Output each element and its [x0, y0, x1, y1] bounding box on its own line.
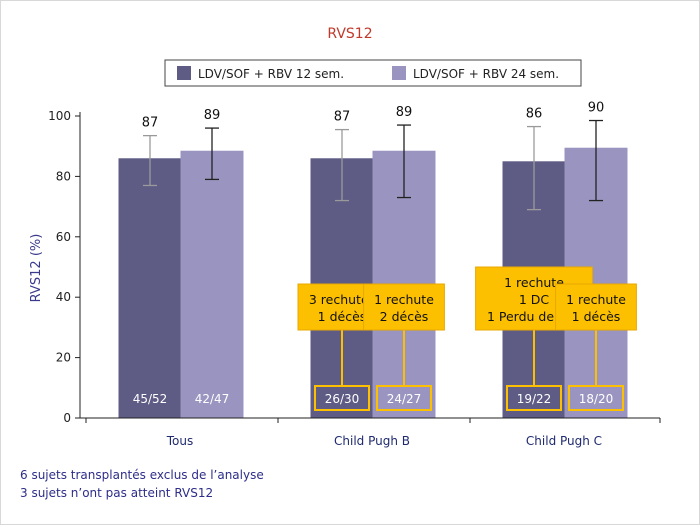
y-tick-label: 80 [56, 169, 71, 183]
callout-text: 3 rechutes [309, 292, 375, 307]
callout-text: 1 DC [519, 292, 550, 307]
callout-text: 1 rechute [374, 292, 434, 307]
count-box [506, 385, 562, 411]
legend-label-24-weeks: LDV/SOF + RBV 24 sem. [413, 67, 559, 81]
y-tick-label: 0 [63, 411, 71, 425]
bar-tous-s1 [180, 150, 244, 419]
legend-frame [164, 59, 582, 87]
y-tick-label: 40 [56, 290, 71, 304]
chart-title: RVS12 [327, 26, 372, 42]
y-tick-label: 100 [48, 109, 71, 123]
value-label-child-pugh-c-s0: 86 [526, 107, 543, 122]
callout-text: 1 décès [572, 309, 621, 324]
callout-box-1 [363, 283, 445, 331]
callout-text: 1 rechute [504, 275, 564, 290]
count-labels: 45/52 26/30 19/22 42/47 24/27 18/20 [133, 385, 624, 411]
x-tick-label-child-pugh-c: Child Pugh C [526, 434, 602, 448]
y-axis: 0 20 40 60 80 100 [48, 109, 81, 425]
legend-swatch-24-weeks [392, 66, 406, 80]
value-label-tous-s1: 89 [204, 108, 221, 123]
callout-text: 2 décès [380, 309, 429, 324]
count-label-child-pugh-b-s0: 26/30 [325, 392, 360, 406]
error-bars [143, 119, 603, 211]
count-box [568, 385, 624, 411]
callout-box-3 [555, 283, 637, 331]
value-labels: 87 87 86 89 89 90 [142, 101, 605, 131]
y-tick-label: 20 [56, 351, 71, 365]
footnote-transplanted: 6 sujets transplantés exclus de l’analys… [20, 468, 264, 482]
value-label-tous-s0: 87 [142, 116, 159, 131]
legend-label-12-weeks: LDV/SOF + RBV 12 sem. [198, 67, 344, 81]
callout-text: 1 rechute [566, 292, 626, 307]
y-axis-label: RVS12 (%) [29, 234, 44, 303]
count-label-tous-s1: 42/47 [195, 392, 230, 406]
value-label-child-pugh-b-s1: 89 [396, 105, 413, 120]
x-axis: Tous Child Pugh B Child Pugh C [80, 417, 661, 448]
callouts: 3 rechutes 1 décès 1 rechute 2 décès 1 rechu… [297, 266, 637, 386]
callout-text: 1 décès [318, 309, 367, 324]
legend: LDV/SOF + RBV 12 sem. LDV/SOF + RBV 24 s… [164, 59, 582, 87]
count-label-tous-s0: 45/52 [133, 392, 168, 406]
footnote-not-reached: 3 sujets n’ont pas atteint RVS12 [20, 486, 213, 500]
value-label-child-pugh-b-s0: 87 [334, 110, 351, 125]
count-box [314, 385, 370, 411]
count-label-child-pugh-b-s1: 24/27 [387, 392, 422, 406]
x-tick-label-child-pugh-b: Child Pugh B [334, 434, 410, 448]
legend-swatch-12-weeks [177, 66, 191, 80]
count-box [376, 385, 432, 411]
y-tick-label: 60 [56, 230, 71, 244]
count-label-child-pugh-c-s1: 18/20 [579, 392, 614, 406]
bar-tous-s0 [118, 158, 182, 418]
x-tick-label-tous: Tous [166, 434, 194, 448]
count-label-child-pugh-c-s0: 19/22 [517, 392, 552, 406]
value-label-child-pugh-c-s1: 90 [588, 101, 605, 116]
